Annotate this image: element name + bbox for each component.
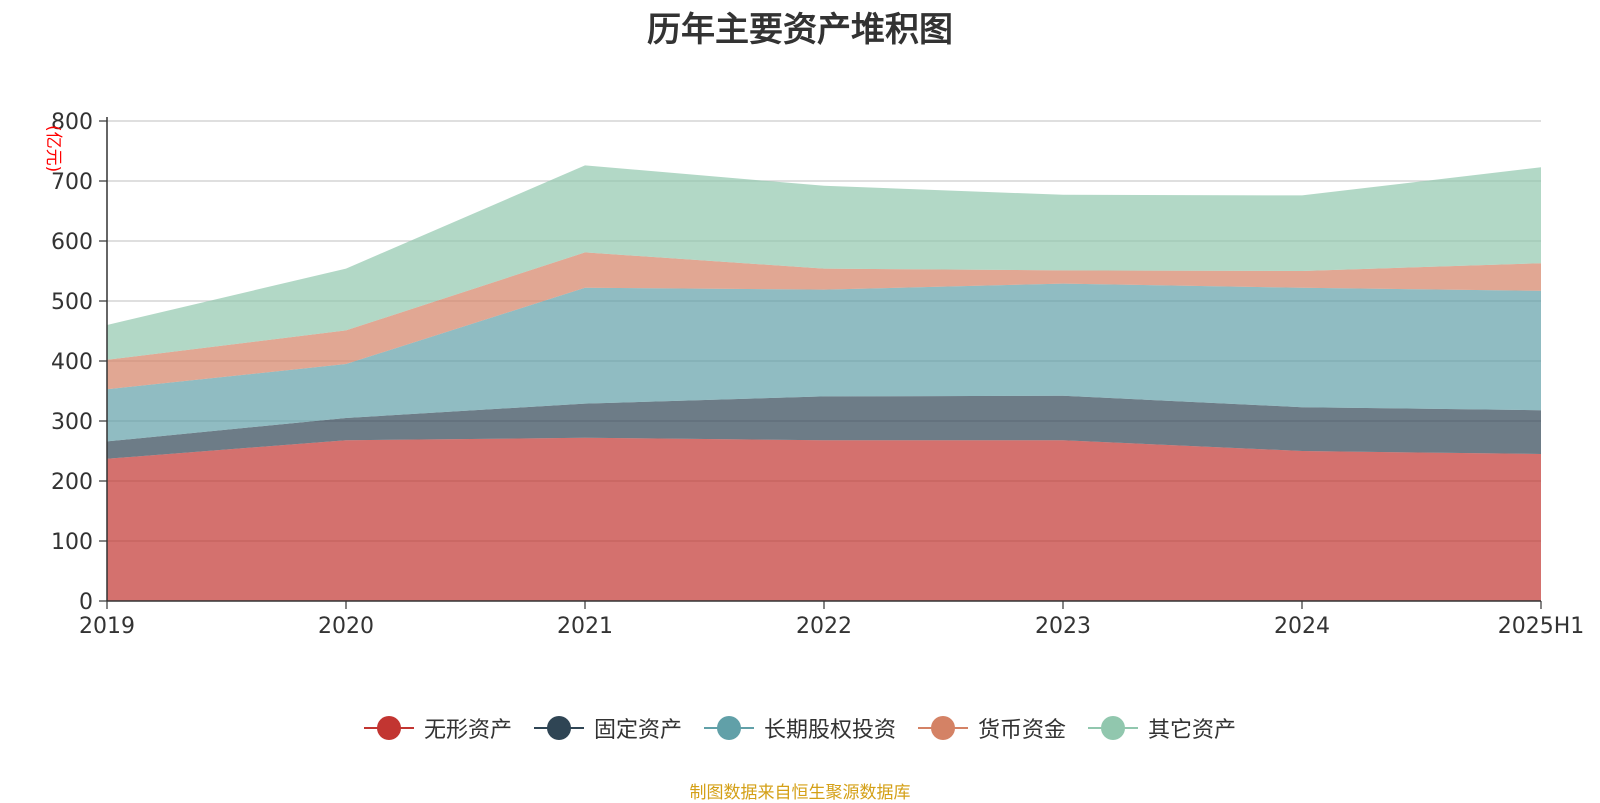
area-series-4: [107, 165, 1541, 360]
x-tick-label: 2019: [79, 614, 135, 639]
y-tick-label: 300: [51, 410, 93, 435]
legend-item-0[interactable]: 无形资产: [363, 712, 512, 744]
x-tick-label: 2025H1: [1498, 614, 1585, 639]
axes: 0 100 200 300 400 500 600 700 800 2019 2020 2021 202…: [51, 110, 1584, 639]
legend-marker-icon: [533, 716, 584, 740]
y-tick-label: 200: [51, 470, 93, 495]
area-series-0: [107, 437, 1541, 601]
stacked-areas: [107, 165, 1541, 601]
area-series-2: [107, 283, 1541, 442]
legend-item-1[interactable]: 固定资产: [533, 712, 682, 744]
legend-marker-icon: [363, 716, 414, 740]
x-tick-label: 2021: [557, 614, 613, 639]
legend-label: 固定资产: [593, 718, 682, 743]
y-tick-label: 400: [51, 350, 93, 375]
area-series-3: [107, 252, 1541, 390]
y-tick-label: 0: [79, 590, 93, 615]
x-tick-label: 2022: [796, 614, 852, 639]
y-tick-label: 100: [51, 530, 93, 555]
x-tick-label: 2023: [1035, 614, 1091, 639]
legend-marker-icon: [703, 716, 754, 740]
y-axis-unit-label: (亿元): [43, 125, 63, 172]
legend-item-3[interactable]: 货币资金: [918, 712, 1066, 744]
y-tick-label: 700: [51, 170, 93, 195]
legend-marker-icon: [918, 716, 968, 740]
legend-item-4[interactable]: 其它资产: [1088, 712, 1236, 744]
legend-label: 无形资产: [423, 718, 512, 743]
x-tick-label: 2020: [318, 614, 374, 639]
legend: 无形资产 固定资产 长期股权投资 货币资金 其它资产: [0, 712, 1600, 744]
legend-label: 货币资金: [978, 718, 1067, 743]
y-tick-label: 600: [51, 230, 93, 255]
chart-title: 历年主要资产堆积图: [647, 10, 953, 50]
area-series-1: [107, 395, 1541, 459]
legend-label: 其它资产: [1148, 718, 1237, 743]
legend-marker-icon: [1088, 716, 1139, 740]
y-tick-label: 800: [51, 110, 93, 135]
data-source-note: 制图数据来自恒生聚源数据库: [689, 783, 911, 803]
legend-item-2[interactable]: 长期股权投资: [703, 712, 896, 744]
x-tick-label: 2024: [1274, 614, 1330, 639]
legend-label: 长期股权投资: [763, 718, 896, 743]
y-tick-label: 500: [51, 290, 93, 315]
